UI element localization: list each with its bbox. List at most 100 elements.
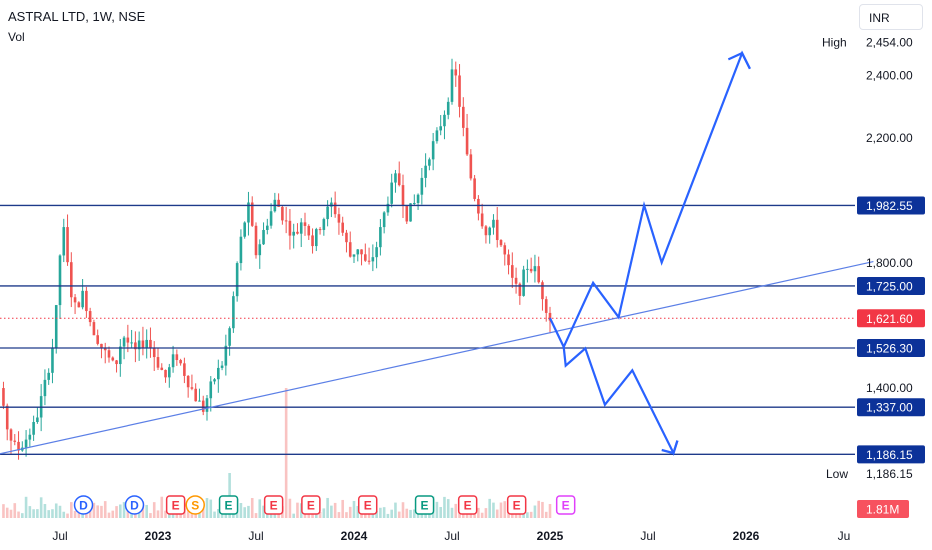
volume-bar xyxy=(488,498,491,518)
candle xyxy=(548,312,552,321)
candle xyxy=(145,339,148,348)
time-tick-label: 2026 xyxy=(733,529,760,543)
volume-bar xyxy=(47,510,50,518)
event-letter: E xyxy=(270,499,278,513)
level-price-label[interactable]: 1,337.00 xyxy=(857,398,925,417)
volume-bar xyxy=(326,497,329,518)
level-price-label[interactable]: 1,526.30 xyxy=(857,339,925,358)
horizontal-levels[interactable]: 1,982.55 1,725.00 1,526.30 1,337.00 1,186.15… xyxy=(0,196,925,464)
volume-bar xyxy=(477,507,480,518)
volume-bar xyxy=(103,501,107,518)
event-marker-earnings-beat[interactable]: E xyxy=(414,495,435,515)
volume-bar xyxy=(51,509,54,518)
event-marker-earnings-upcoming[interactable]: E xyxy=(555,495,576,515)
volume-bar xyxy=(503,501,507,518)
candle xyxy=(228,328,231,346)
event-marker-dividend[interactable]: D xyxy=(124,495,145,515)
candle xyxy=(130,342,133,344)
candle xyxy=(409,203,412,222)
time-tick-label: 2025 xyxy=(537,529,564,543)
event-marker-earnings-miss[interactable]: E xyxy=(457,495,478,515)
event-marker-earnings-miss[interactable]: E xyxy=(165,495,186,515)
event-letter: E xyxy=(307,499,315,513)
event-marker-split[interactable]: S xyxy=(185,495,205,515)
volume-bar xyxy=(495,509,499,518)
candle xyxy=(235,263,239,297)
time-axis[interactable]: Jul 2023 Jul 2024 Jul 2025 Jul 2026 Ju xyxy=(52,529,850,543)
level-label-text: 1,982.55 xyxy=(866,199,913,213)
trendline-layer[interactable] xyxy=(0,260,874,463)
candle xyxy=(32,422,35,435)
volume-bar xyxy=(439,507,442,518)
event-badge xyxy=(263,495,284,515)
candle xyxy=(73,297,77,303)
candle xyxy=(247,202,250,223)
event-marker-dividend[interactable]: D xyxy=(73,495,94,515)
candle xyxy=(224,345,228,366)
level-price-label[interactable]: 1,982.55 xyxy=(857,196,925,215)
volume-bar xyxy=(217,509,220,518)
price-tick-label: 2,400.00 xyxy=(866,69,913,83)
candle xyxy=(488,227,491,236)
event-letter: E xyxy=(464,499,472,513)
volume-bar xyxy=(356,506,360,518)
event-marker-earnings-miss[interactable]: E xyxy=(263,495,284,515)
level-price-label[interactable]: 1,186.15 xyxy=(857,445,925,464)
volume-bar xyxy=(409,509,412,518)
candle xyxy=(92,322,96,336)
candle xyxy=(330,202,333,207)
candle xyxy=(518,283,522,296)
candle xyxy=(250,202,254,226)
volume-bar xyxy=(413,509,416,518)
volume-bar xyxy=(416,513,420,518)
currency-selector[interactable]: INR xyxy=(859,4,923,30)
volume-bar xyxy=(107,512,111,518)
bearish-projection-path[interactable] xyxy=(562,346,679,457)
level-price-label[interactable]: 1,725.00 xyxy=(857,276,925,295)
level-label-text: 1,186.15 xyxy=(866,448,913,462)
candle xyxy=(115,360,118,365)
candle xyxy=(9,429,13,441)
candle xyxy=(439,126,442,131)
volume-bar xyxy=(32,509,35,518)
event-letter: E xyxy=(562,499,570,513)
projection-paths[interactable] xyxy=(549,50,751,457)
bullish-projection-path[interactable] xyxy=(549,50,751,350)
event-marker-earnings-beat[interactable]: E xyxy=(218,495,239,515)
volume-bar xyxy=(243,507,246,518)
candle xyxy=(96,335,99,344)
event-letter: D xyxy=(130,499,139,513)
candle xyxy=(484,226,488,236)
volume-indicator-label[interactable]: Vol xyxy=(8,30,25,44)
volume-bar xyxy=(149,513,152,518)
event-marker-earnings-miss[interactable]: E xyxy=(357,495,378,515)
ascending-trendline[interactable] xyxy=(0,260,874,463)
volume-bar xyxy=(209,499,213,518)
candle xyxy=(345,232,348,243)
volume-bar xyxy=(194,511,197,518)
price-tick-label: 1,800.00 xyxy=(866,256,913,270)
volume-bar xyxy=(450,507,454,518)
event-badge xyxy=(218,495,239,515)
volume-bar xyxy=(454,503,458,518)
volume-bar xyxy=(382,507,386,518)
volume-bar xyxy=(43,504,47,518)
volume-bar xyxy=(239,503,243,518)
candle xyxy=(522,269,525,296)
price-axis[interactable]: 2,400.00 2,200.00 1,800.00 1,400.00 High 2,45… xyxy=(822,36,913,518)
volume-bar xyxy=(541,501,544,518)
candle xyxy=(160,367,164,370)
candle xyxy=(397,173,401,186)
volume-bar xyxy=(390,509,393,518)
volume-bar xyxy=(315,512,318,518)
volume-bar xyxy=(345,512,348,518)
volume-bar xyxy=(186,505,190,518)
price-tick-label: 2,200.00 xyxy=(866,131,913,145)
volume-bar xyxy=(273,513,277,518)
event-marker-earnings-miss[interactable]: E xyxy=(301,495,321,515)
candlestick-series xyxy=(2,58,552,460)
candle xyxy=(186,375,190,388)
event-marker-earnings-miss[interactable]: E xyxy=(506,495,527,515)
